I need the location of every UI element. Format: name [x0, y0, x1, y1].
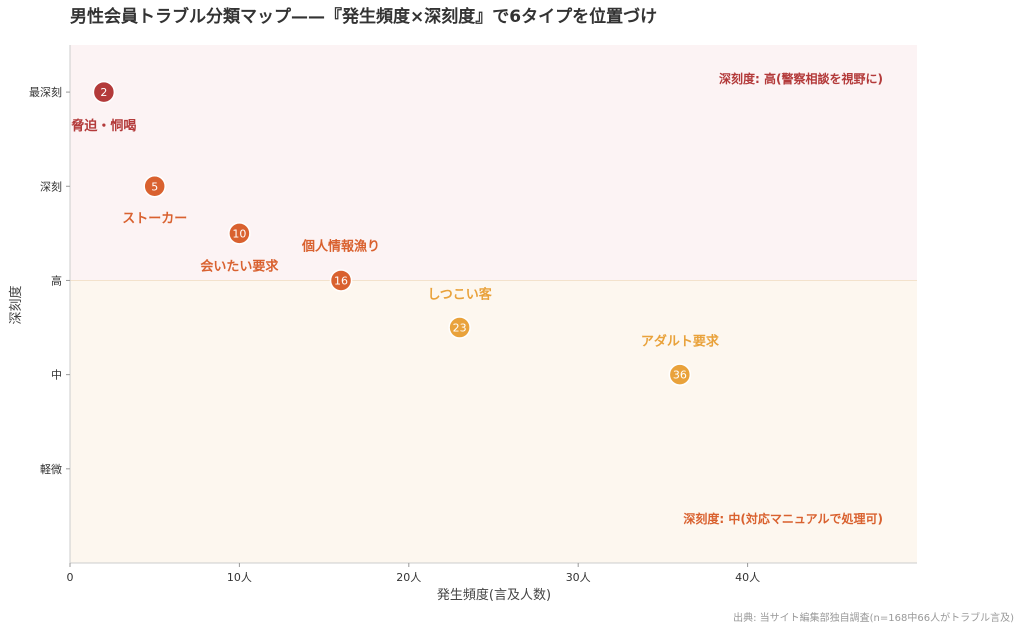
severity-zones: 深刻度: 高(警察相談を視野に) 深刻度: 中(対応マニュアルで処理可) [70, 45, 917, 563]
y-tick-label: 深刻 [40, 179, 62, 193]
zone-band [70, 280, 917, 563]
point-value: 10 [232, 227, 246, 240]
x-tick-label: 40人 [735, 571, 760, 584]
point-marker [448, 316, 471, 339]
point-label: 脅迫・恫喝 [70, 118, 136, 134]
point-marker [228, 222, 251, 245]
x-tick-label: 0 [67, 571, 74, 584]
y-axis-label: 深刻度 [8, 285, 24, 324]
x-tick-label: 10人 [227, 571, 252, 584]
point-label: ストーカー [122, 211, 187, 226]
point-value: 5 [151, 180, 158, 193]
data-point: 2 脅迫・恫喝 [70, 80, 136, 134]
point-value: 36 [673, 369, 687, 382]
point-value: 2 [100, 86, 107, 99]
point-label: しつこい客 [428, 287, 493, 303]
data-points: 2 脅迫・恫喝 5 ストーカー 10 会いたい要求 16 個人情報漁り 23 しつこい客 36 アダル… [70, 80, 720, 386]
zone-note: 深刻度: 高(警察相談を視野に) [719, 71, 883, 86]
y-tick-label: 中 [51, 369, 62, 382]
point-value: 16 [334, 274, 348, 287]
point-marker [329, 269, 353, 292]
y-tick-label: 最深刻 [29, 85, 62, 99]
point-marker [668, 363, 692, 386]
data-point: 5 ストーカー [122, 175, 187, 226]
x-tick-label: 30人 [566, 571, 591, 584]
y-tick-label: 軽微 [40, 462, 62, 476]
x-axis-label: 発生頻度(言及人数) [437, 587, 551, 603]
point-marker [143, 175, 166, 198]
data-point: 10 会いたい要求 [200, 222, 279, 274]
data-point: 23 しつこい客 [428, 287, 493, 339]
axes: 0 10人 20人 30人 40人 軽微 中 高 深刻 最深刻 [29, 45, 917, 584]
x-tick-label: 20人 [396, 571, 421, 584]
zone-band [70, 45, 917, 281]
source-note: 出典: 当サイト編集部独自調査(n=168中66人がトラブル言及) [733, 611, 1014, 624]
y-tick-label: 高 [51, 273, 62, 287]
data-point: 36 アダルト要求 [641, 334, 720, 386]
point-marker [92, 80, 116, 104]
point-label: 個人情報漁り [301, 238, 380, 254]
point-value: 23 [453, 322, 467, 335]
point-label: アダルト要求 [641, 334, 720, 350]
point-label: 会いたい要求 [200, 258, 279, 274]
chart-title: 男性会員トラブル分類マップ——『発生頻度×深刻度』で6タイプを位置づけ [70, 6, 657, 27]
data-point: 16 個人情報漁り [301, 238, 380, 292]
zone-note: 深刻度: 中(対応マニュアルで処理可) [683, 511, 883, 526]
